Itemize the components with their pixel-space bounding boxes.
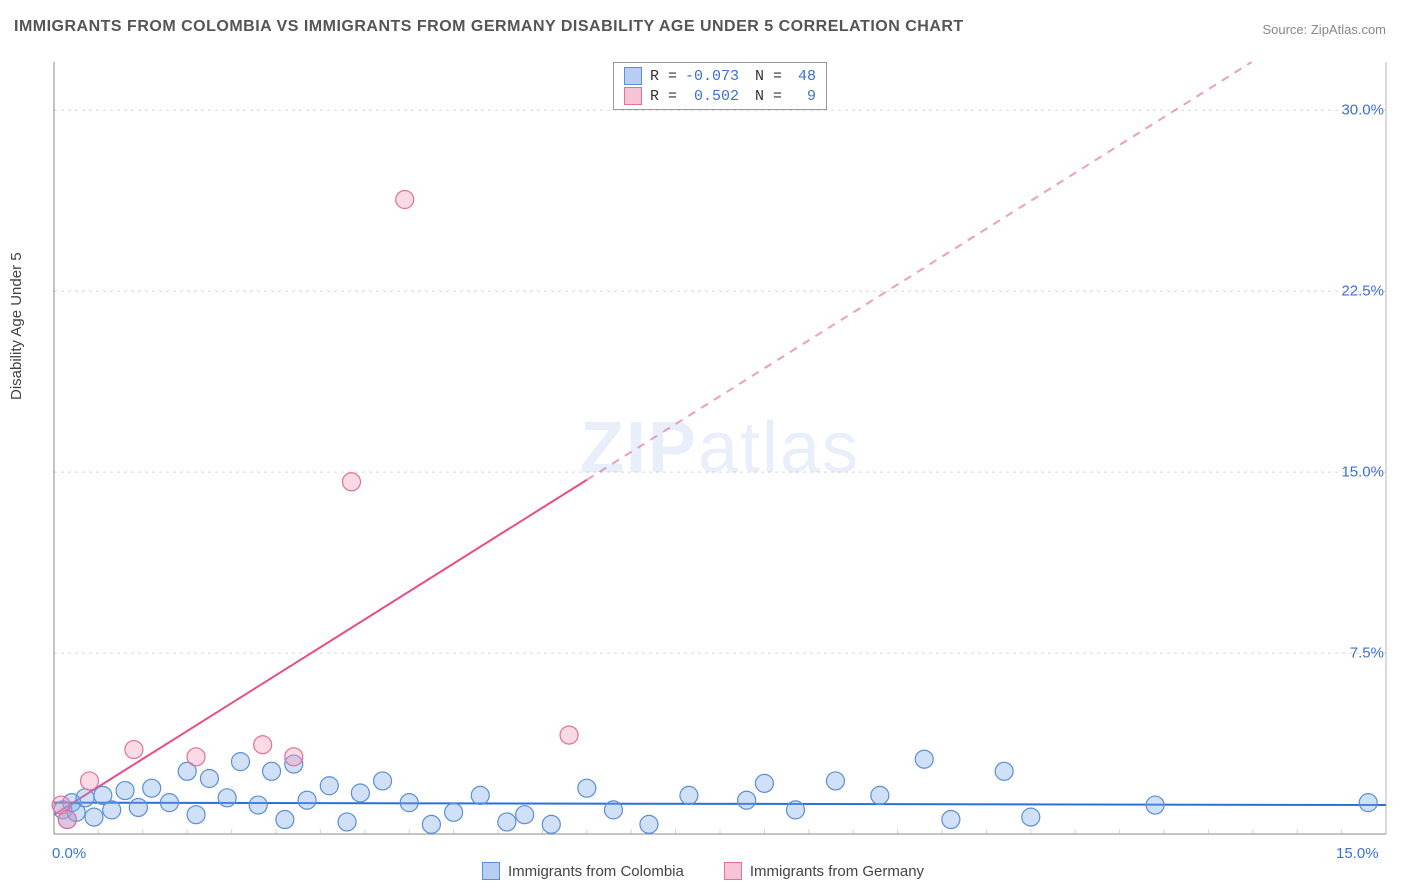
n-value-colombia: 48 <box>788 68 816 85</box>
y-tick-label: 30.0% <box>1341 102 1384 119</box>
chart-svg <box>50 58 1390 838</box>
y-tick-label: 7.5% <box>1350 645 1384 662</box>
y-tick-label: 22.5% <box>1341 283 1384 300</box>
y-axis-label: Disability Age Under 5 <box>8 252 25 400</box>
chart-area: ZIPatlas R = -0.073 N = 48 R = 0.502 N =… <box>50 58 1390 838</box>
legend-swatch-icon <box>724 862 742 880</box>
legend-item-germany: Immigrants from Germany <box>724 862 924 880</box>
r-value-colombia: -0.073 <box>683 68 739 85</box>
legend-row-germany: R = 0.502 N = 9 <box>624 87 816 105</box>
chart-title: IMMIGRANTS FROM COLOMBIA VS IMMIGRANTS F… <box>14 18 964 36</box>
legend-swatch-germany <box>624 87 642 105</box>
y-tick-label: 15.0% <box>1341 464 1384 481</box>
legend-item-colombia: Immigrants from Colombia <box>482 862 684 880</box>
n-value-germany: 9 <box>788 88 816 105</box>
x-tick-label: 15.0% <box>1336 845 1379 862</box>
x-tick-label: 0.0% <box>52 845 86 862</box>
source-label: Source: ZipAtlas.com <box>1262 22 1386 37</box>
legend-correlation: R = -0.073 N = 48 R = 0.502 N = 9 <box>613 62 827 110</box>
legend-row-colombia: R = -0.073 N = 48 <box>624 67 816 85</box>
legend-swatch-colombia <box>624 67 642 85</box>
legend-series: Immigrants from Colombia Immigrants from… <box>482 862 924 880</box>
r-value-germany: 0.502 <box>683 88 739 105</box>
legend-swatch-icon <box>482 862 500 880</box>
legend-label: Immigrants from Colombia <box>508 863 684 880</box>
chart-container: IMMIGRANTS FROM COLOMBIA VS IMMIGRANTS F… <box>0 0 1406 892</box>
legend-label: Immigrants from Germany <box>750 863 924 880</box>
